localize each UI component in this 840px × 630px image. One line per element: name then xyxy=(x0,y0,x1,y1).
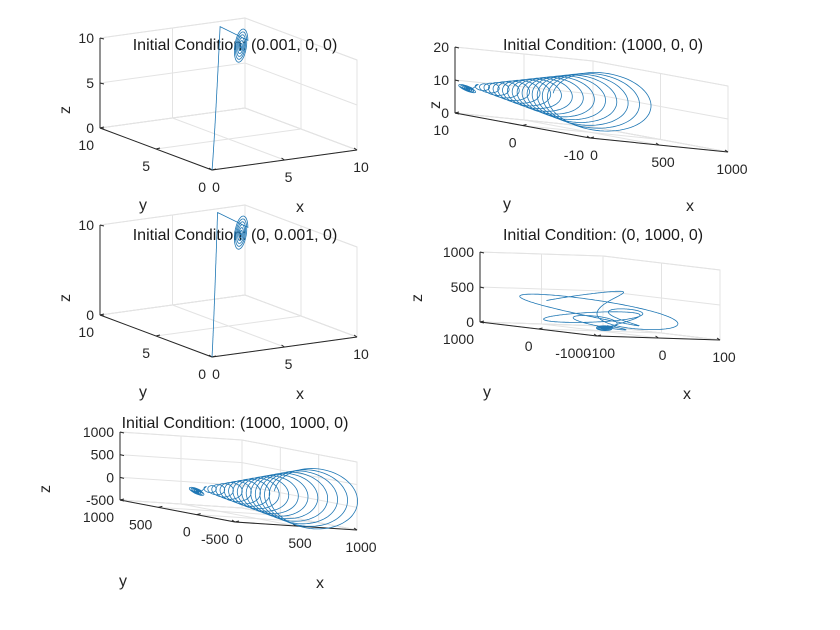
z-axis-label: z xyxy=(427,101,444,109)
x-tick-label: -100 xyxy=(587,345,615,361)
y-tick-label: 5 xyxy=(142,345,150,361)
grid xyxy=(454,46,729,153)
x-tick-label: 1000 xyxy=(716,161,747,177)
z-tick-label: 0 xyxy=(86,120,94,136)
y-tick-label: 0 xyxy=(198,366,206,382)
y-tick-label: -1000 xyxy=(555,345,591,361)
y-tick-label: 0 xyxy=(509,135,517,151)
x-axis-label: x xyxy=(296,386,304,403)
z-tick-label: 5 xyxy=(86,75,94,91)
y-tick-label: -10 xyxy=(564,147,584,163)
y-tick-label: 10 xyxy=(78,324,94,340)
x-tick-label: 0 xyxy=(590,147,598,163)
y-tick-label: 0 xyxy=(198,179,206,195)
z-tick-label: 10 xyxy=(78,217,94,233)
grid xyxy=(99,17,358,171)
z-axis-label: z xyxy=(57,294,74,302)
x-axis-label: x xyxy=(686,198,694,215)
x-tick-label: 100 xyxy=(712,349,736,365)
x-tick-label: 5 xyxy=(285,169,293,185)
z-tick-label: 0 xyxy=(441,105,449,121)
z-axis-label: z xyxy=(37,485,54,493)
subplot-title: Initial Condition: (0, 0.001, 0) xyxy=(133,227,338,244)
x-tick-label: 1000 xyxy=(345,539,376,555)
x-tick-label: 500 xyxy=(651,154,675,170)
trajectory-line xyxy=(458,72,652,132)
x-tick-label: 0 xyxy=(212,366,220,382)
trajectory-line xyxy=(211,25,249,170)
x-axis-label: x xyxy=(296,199,304,216)
z-axis-label: z xyxy=(57,106,74,114)
x-axis-label: x xyxy=(316,575,324,592)
x-tick-label: 10 xyxy=(353,346,369,362)
z-tick-label: 1000 xyxy=(83,424,114,440)
subplot-title: Initial Condition: (1000, 1000, 0) xyxy=(122,415,349,432)
trajectory-line xyxy=(211,211,249,357)
y-tick-label: 0 xyxy=(183,524,191,540)
y-tick-label: 10 xyxy=(433,122,449,138)
y-tick-label: 1000 xyxy=(443,331,474,347)
y-axis-label: y xyxy=(139,384,147,401)
x-axis-label: x xyxy=(683,386,691,403)
y-tick-label: 10 xyxy=(78,137,94,153)
x-tick-label: 5 xyxy=(285,356,293,372)
y-tick-label: 5 xyxy=(142,158,150,174)
z-tick-label: 10 xyxy=(78,30,94,46)
grid xyxy=(119,431,358,531)
z-tick-label: 1000 xyxy=(443,244,474,260)
z-tick-label: 500 xyxy=(91,447,115,463)
z-tick-label: 500 xyxy=(451,279,475,295)
subplot-5: 0 500 1000-50005001000-50005001000xyzIniti… xyxy=(37,415,377,592)
x-tick-label: 10 xyxy=(353,159,369,175)
x-tick-label: 0 xyxy=(212,179,220,195)
z-axis-label: z xyxy=(409,294,426,302)
subplot-title: Initial Condition: (1000, 0, 0) xyxy=(503,37,703,54)
y-axis-label: y xyxy=(483,384,491,401)
trajectory-line xyxy=(188,468,359,530)
trajectory-line xyxy=(519,290,679,332)
z-tick-label: 20 xyxy=(433,39,449,55)
z-tick-label: 0 xyxy=(86,307,94,323)
subplot-title: Initial Condition: (0, 1000, 0) xyxy=(503,227,703,244)
y-axis-label: y xyxy=(119,573,127,590)
y-tick-label: 500 xyxy=(129,516,153,532)
z-tick-label: -500 xyxy=(86,492,114,508)
z-tick-label: 0 xyxy=(466,314,474,330)
y-axis xyxy=(119,499,236,523)
x-tick-label: 0 xyxy=(235,531,243,547)
z-tick-label: 0 xyxy=(106,469,114,485)
y-tick-label: 0 xyxy=(525,338,533,354)
x-tick-label: 500 xyxy=(288,535,312,551)
x-tick-label: 0 xyxy=(659,347,667,363)
y-tick-label: -500 xyxy=(201,531,229,547)
z-tick-label: 10 xyxy=(433,72,449,88)
y-axis-label: y xyxy=(139,197,147,214)
y-axis-label: y xyxy=(503,196,511,213)
y-tick-label: 1000 xyxy=(83,509,114,525)
